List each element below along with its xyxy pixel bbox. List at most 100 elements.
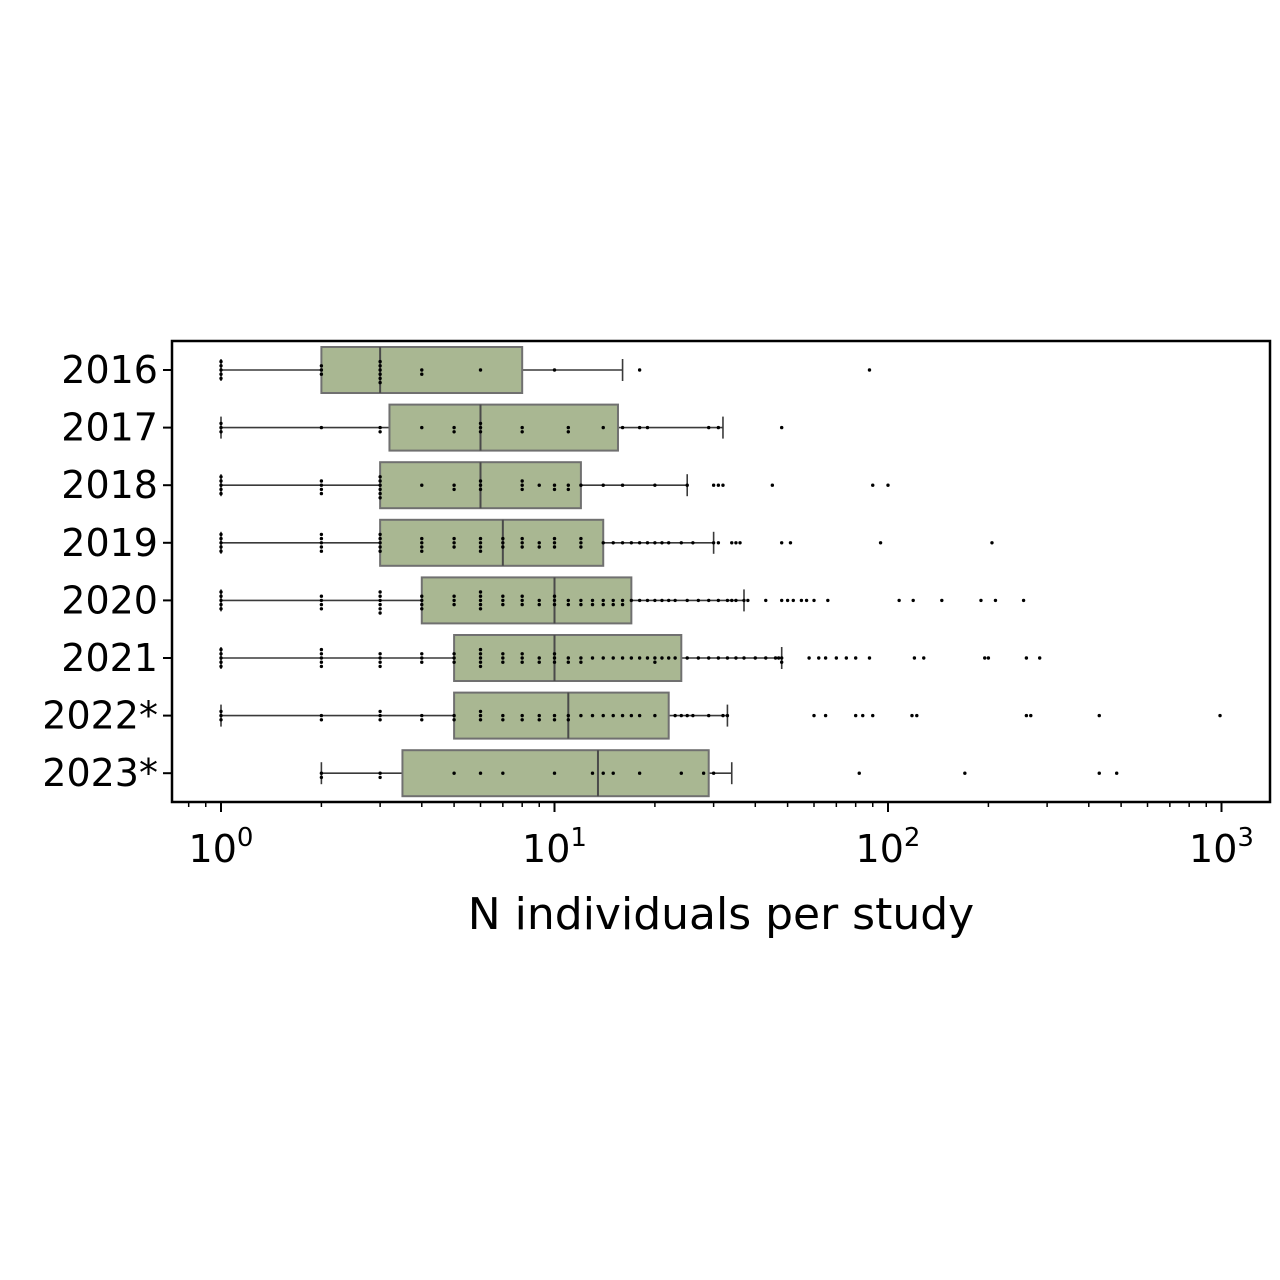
data-point [552, 536, 557, 541]
y-tick-label: 2016 [61, 348, 158, 392]
data-point [319, 652, 324, 656]
data-point [853, 713, 858, 718]
data-point [219, 364, 223, 368]
data-point [378, 652, 382, 656]
data-point [537, 656, 541, 660]
iqr-box [388, 403, 619, 452]
data-point [219, 368, 223, 372]
data-point [478, 602, 483, 607]
y-tick-label: 2023* [42, 751, 158, 795]
data-point [420, 594, 424, 598]
data-point [645, 598, 650, 603]
data-point [478, 709, 483, 714]
data-point [601, 771, 605, 775]
data-point [501, 536, 505, 541]
data-point [601, 425, 605, 430]
boxes-layer [220, 346, 783, 798]
data-point [219, 430, 223, 434]
data-point [452, 430, 456, 434]
data-point [219, 359, 223, 364]
data-point [319, 536, 324, 541]
data-point [679, 713, 684, 718]
data-point [378, 602, 382, 607]
data-point [637, 541, 642, 545]
data-point [611, 541, 615, 545]
data-point [478, 368, 483, 372]
plot-frame [170, 339, 1272, 804]
data-point [378, 611, 382, 615]
data-point [219, 598, 223, 603]
data-point [1097, 771, 1101, 775]
data-point [707, 598, 711, 603]
data-point [590, 713, 595, 718]
data-point [219, 376, 223, 381]
data-point [734, 656, 738, 660]
data-point [378, 607, 382, 611]
data-point [219, 487, 223, 492]
data-point [666, 541, 671, 545]
data-point [886, 483, 890, 487]
data-point [611, 771, 615, 775]
data-point [552, 652, 557, 656]
data-point [725, 713, 730, 718]
data-point [861, 713, 865, 718]
data-point [420, 536, 424, 541]
data-point [685, 598, 689, 603]
x-axis: 100 101 102 103 [187, 802, 1254, 871]
data-point [679, 771, 684, 775]
data-point [219, 483, 223, 487]
data-point [420, 549, 424, 553]
data-point [319, 541, 324, 545]
data-point [378, 430, 382, 434]
data-point [219, 602, 223, 607]
data-point [319, 425, 324, 430]
data-point [219, 713, 223, 718]
data-point [940, 598, 944, 603]
data-point [685, 656, 689, 660]
data-point [579, 660, 583, 664]
data-point [620, 541, 625, 545]
data-point [378, 496, 382, 500]
data-point [478, 545, 483, 549]
data-point [653, 660, 657, 664]
data-point [520, 598, 524, 603]
data-point [620, 713, 625, 718]
data-point [520, 602, 524, 607]
data-point [520, 660, 524, 664]
data-point [579, 598, 583, 603]
data-point [911, 598, 915, 603]
data-point [922, 656, 926, 660]
data-point [742, 656, 746, 660]
data-point [834, 656, 839, 660]
data-point [912, 656, 917, 660]
data-point [520, 594, 524, 598]
data-point [611, 598, 615, 603]
data-point [817, 656, 821, 660]
data-point [707, 425, 711, 430]
data-point [629, 656, 634, 660]
data-point [501, 602, 505, 607]
data-point [779, 656, 784, 660]
data-point [420, 656, 424, 660]
data-point [420, 718, 424, 722]
data-point [219, 491, 223, 496]
data-point [645, 425, 650, 430]
data-point [711, 483, 716, 487]
data-point [566, 598, 571, 603]
data-point [319, 487, 324, 492]
data-point [520, 479, 524, 483]
data-point [653, 713, 657, 718]
data-point [478, 647, 483, 652]
data-point [452, 652, 456, 656]
data-point [520, 545, 524, 549]
data-point [219, 425, 223, 430]
data-point [776, 656, 781, 660]
data-point [452, 541, 456, 545]
data-point [319, 364, 324, 368]
data-point [319, 771, 324, 775]
data-point [478, 483, 483, 487]
data-point [552, 541, 557, 545]
data-point [804, 598, 809, 603]
data-point [579, 536, 583, 541]
